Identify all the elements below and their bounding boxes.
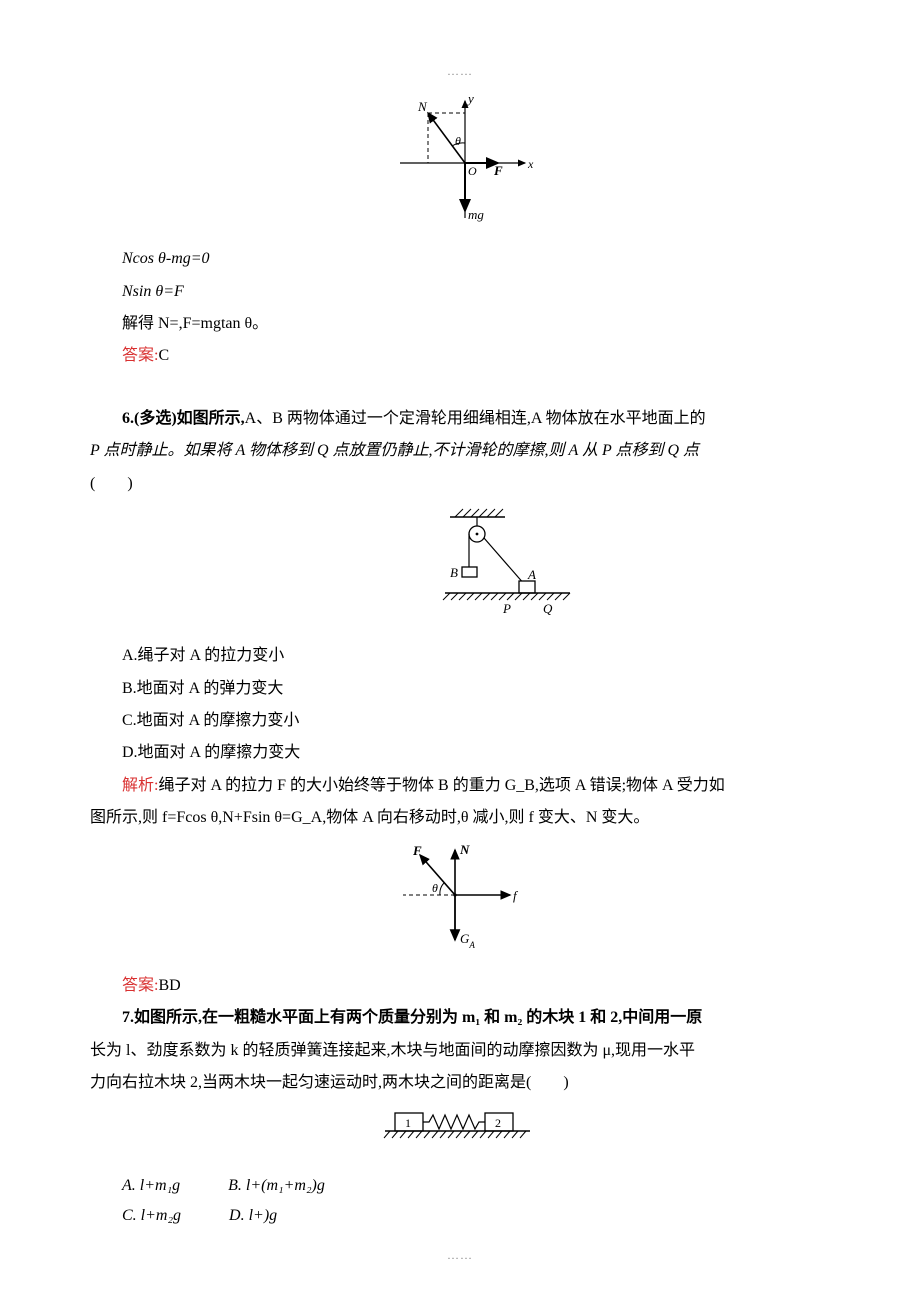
q5-eq3: 解得 N=,F=mgtan θ。 <box>90 309 830 339</box>
analysis-label: 解析: <box>122 777 158 794</box>
q7-figure: 1 2 <box>90 1105 830 1161</box>
q7-option-a: A. l+m₁g <box>122 1171 180 1201</box>
q6-figure: B A P Q <box>90 505 830 631</box>
svg-text:Q: Q <box>543 601 553 616</box>
q5-figure: N y θ O F x mg <box>90 93 830 234</box>
svg-text:F: F <box>493 163 503 178</box>
q5-eq2: Nsin θ=F <box>90 277 830 307</box>
svg-text:y: y <box>466 93 474 106</box>
q6-analysis-2: 图所示,则 f=Fcos θ,N+Fsin θ=G_A,物体 A 向右移动时,θ… <box>90 803 830 833</box>
q7-option-d: D. l+)g <box>229 1201 277 1231</box>
q6-option-a: A.绳子对 A 的拉力变小 <box>122 641 830 671</box>
q7-options-row1: A. l+m₁g B. l+(m₁+m₂)g <box>90 1171 830 1201</box>
svg-text:mg: mg <box>468 207 484 222</box>
svg-text:GA: GA <box>460 931 475 950</box>
q6-options: A.绳子对 A 的拉力变小 B.地面对 A 的弹力变大 C.地面对 A 的摩擦力… <box>90 641 830 769</box>
q6-option-b: B.地面对 A 的弹力变大 <box>122 674 830 704</box>
svg-text:θ: θ <box>455 134 461 148</box>
q5-eq1: Ncos θ-mg=0 <box>90 244 830 274</box>
svg-text:f: f <box>513 888 519 903</box>
q6-option-c: C.地面对 A 的摩擦力变小 <box>122 706 830 736</box>
answer-label: 答案: <box>122 347 158 364</box>
svg-text:2: 2 <box>495 1116 501 1130</box>
q6-answer: 答案:BD <box>90 971 830 1001</box>
q6-stem-line2: P 点时静止。如果将 A 物体移到 Q 点放置仍静止,不计滑轮的摩擦,则 A 从… <box>90 436 830 466</box>
q7-line1: 7.如图所示,在一粗糙水平面上有两个质量分别为 m₁ 和 m₂ 的木块 1 和 … <box>90 1003 830 1033</box>
q7-option-c: C. l+m₂g <box>122 1201 181 1231</box>
svg-text:x: x <box>527 157 534 171</box>
svg-text:N: N <box>417 99 428 114</box>
svg-text:A: A <box>527 567 536 582</box>
q6-fbd-figure: F N f θ GA <box>90 840 830 961</box>
q5-answer: 答案:C <box>90 341 830 371</box>
q7-line2: 长为 l、劲度系数为 k 的轻质弹簧连接起来,木块与地面间的动摩擦因数为 μ,现… <box>90 1036 830 1066</box>
svg-text:O: O <box>468 164 477 178</box>
q6-paren: ( ) <box>90 469 830 499</box>
q6-option-d: D.地面对 A 的摩擦力变大 <box>122 738 830 768</box>
svg-text:1: 1 <box>405 1116 411 1130</box>
svg-text:F: F <box>412 843 422 858</box>
svg-text:N: N <box>459 842 470 857</box>
footer-dots: …… <box>0 1244 920 1267</box>
q6-analysis-1: 解析:绳子对 A 的拉力 F 的大小始终等于物体 B 的重力 G_B,选项 A … <box>90 771 830 801</box>
q7-options-row2: C. l+m₂g D. l+)g <box>90 1201 830 1231</box>
answer-label: 答案: <box>122 977 158 994</box>
q7-option-b: B. l+(m₁+m₂)g <box>228 1171 325 1201</box>
svg-text:P: P <box>502 601 511 616</box>
q7-line3: 力向右拉木块 2,当两木块一起匀速运动时,两木块之间的距离是( ) <box>90 1068 830 1098</box>
page: …… N y θ O <box>0 0 920 1302</box>
q6-stem-line1: 6.(多选)如图所示,A、B 两物体通过一个定滑轮用细绳相连,A 物体放在水平地… <box>90 404 830 434</box>
svg-text:B: B <box>450 565 458 580</box>
svg-text:θ: θ <box>432 881 438 895</box>
header-dots: …… <box>90 60 830 83</box>
